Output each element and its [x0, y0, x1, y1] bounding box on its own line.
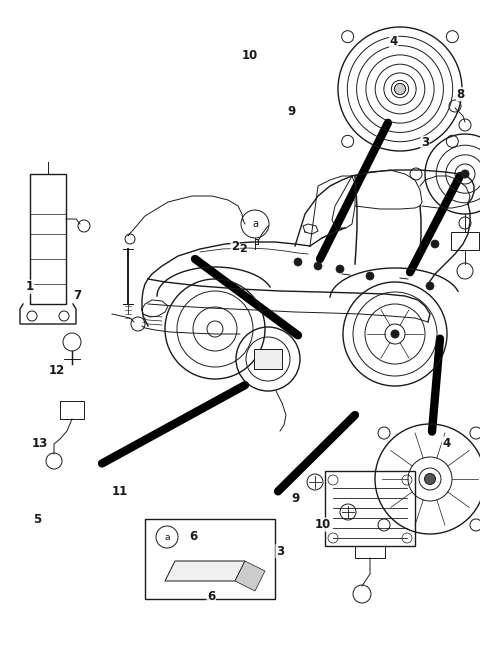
- Text: 6: 6: [207, 590, 216, 603]
- Circle shape: [294, 258, 302, 266]
- Text: 3: 3: [276, 544, 284, 558]
- Text: 13: 13: [31, 437, 48, 450]
- Bar: [30, 174, 66, 304]
- Bar: [451, 232, 479, 250]
- Circle shape: [336, 265, 344, 273]
- Circle shape: [461, 170, 469, 178]
- Text: a: a: [252, 219, 258, 229]
- Circle shape: [424, 473, 435, 485]
- Text: 8: 8: [456, 88, 465, 101]
- Bar: [60, 401, 84, 419]
- Text: 2: 2: [239, 244, 247, 254]
- Text: 5: 5: [33, 513, 42, 526]
- Text: 4: 4: [442, 437, 451, 450]
- Bar: [254, 349, 282, 369]
- Circle shape: [391, 330, 399, 338]
- Bar: [145, 519, 275, 599]
- Circle shape: [366, 272, 374, 280]
- Text: 12: 12: [48, 364, 65, 377]
- Circle shape: [314, 262, 322, 270]
- Text: 4: 4: [389, 35, 398, 48]
- Text: 6: 6: [189, 531, 197, 544]
- Text: 3: 3: [421, 136, 429, 149]
- Circle shape: [431, 240, 439, 248]
- Text: 9: 9: [288, 105, 296, 118]
- Text: 1: 1: [26, 280, 34, 293]
- Text: 11: 11: [112, 485, 128, 498]
- Text: 10: 10: [241, 48, 258, 62]
- Text: 10: 10: [314, 518, 331, 531]
- Polygon shape: [165, 561, 245, 581]
- Text: 9: 9: [291, 491, 300, 505]
- Polygon shape: [235, 561, 265, 591]
- Circle shape: [426, 282, 434, 290]
- Text: a: a: [164, 533, 170, 542]
- Text: 7: 7: [74, 289, 82, 302]
- Circle shape: [395, 84, 406, 94]
- Text: 2: 2: [231, 240, 239, 253]
- Bar: [325, 471, 415, 546]
